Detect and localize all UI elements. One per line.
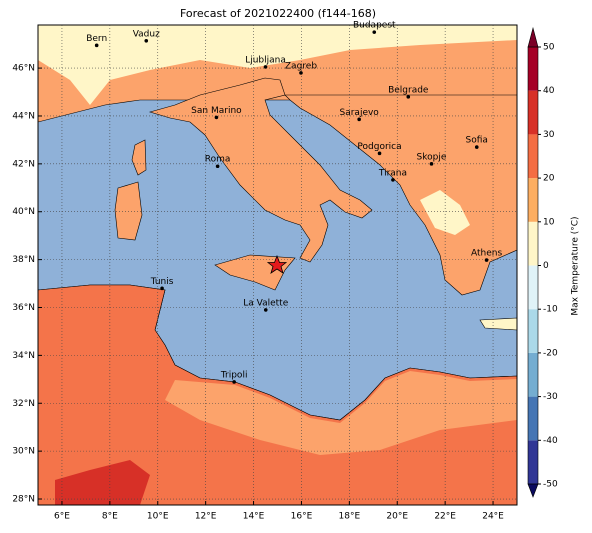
city-label: Sofia [466,136,488,146]
city-dot [215,164,220,169]
city-label: Podgorica [357,142,401,152]
city-dot [377,151,382,156]
colorbar: -50 -40 -30 -20 -10 0 10 20 30 40 50 [527,26,558,498]
colorbar-band [528,90,538,135]
y-tick-label: 36°N [12,303,35,313]
title: Forecast of 2021022400 (f144-168) [180,7,376,20]
colorbar-tick-label: 50 [543,43,555,53]
colorbar-tick-label: -50 [543,480,558,490]
city-label: Tripoli [220,370,248,380]
colorbar-tick-label: 10 [543,217,555,227]
city-label: Skopje [417,152,447,162]
colorbar-band [528,134,538,179]
city-dot [94,43,99,48]
city-dot [299,71,303,75]
colorbar-tick-label: 40 [543,86,555,96]
colorbar-band [528,221,538,266]
y-tick-label: 40°N [12,207,35,217]
colorbar-label: Max Temperature (°C) [571,216,581,315]
y-tick-label: 42°N [12,159,35,169]
x-tick-label: 22°E [434,512,456,522]
colorbar-tick-label: -30 [543,392,558,402]
colorbar-band [528,440,538,484]
city-label: Ljubljana [245,55,286,65]
city-dot [429,162,434,166]
x-tick-label: 14°E [243,512,265,522]
x-tick-label: 10°E [147,512,169,522]
city-dot [263,65,268,69]
libya-coast [165,371,517,455]
crete [479,317,517,331]
plot-frame [37,24,518,506]
colorbar-band [528,396,538,441]
star-marker [266,254,288,274]
northern-band [38,25,517,105]
colorbar-over [527,26,539,48]
city-label: Zagreb [285,61,317,71]
x-tick-label: 24°E [482,512,504,522]
colorbar-band [528,265,538,310]
colorbar-tick-label: 30 [543,130,555,140]
y-tick-label: 38°N [12,255,35,265]
y-tick-label: 44°N [12,111,35,121]
colorbar-tick-label: -10 [543,305,558,315]
colorbar-band [528,352,538,397]
city-label: Bern [86,34,107,44]
x-tick-label: 6°E [54,512,70,522]
colorbar-band [528,47,538,91]
city-label: Vaduz [133,29,160,39]
colorbar-tick-label: -40 [543,436,558,446]
city-label: San Marino [191,106,242,116]
city-label: Athens [471,249,502,259]
colorbar-tick-label: 20 [543,174,555,184]
balkans [284,94,517,296]
city-dot [372,30,377,34]
city-dot [144,39,149,43]
y-tick-label: 28°N [12,495,35,505]
hot-zone [55,460,150,505]
city-label: Budapest [353,21,396,31]
city-dot [263,308,268,312]
city-dot [474,145,479,149]
x-tick-label: 18°E [339,512,361,522]
city-dot [406,95,411,99]
city-dot [357,117,361,122]
colorbar-band [528,309,538,353]
city-dot [232,380,236,384]
city-label: Tirana [378,168,407,178]
y-tick-label: 30°N [12,447,35,457]
city-dot [214,115,219,120]
x-tick-label: 8°E [102,512,118,522]
y-tick-label: 46°N [12,64,35,74]
city-dot [484,258,489,262]
city-label: Belgrade [388,85,429,95]
city-label: La Valette [243,298,288,308]
colorbar-tick-label: -20 [543,348,558,358]
city-dot [160,286,164,291]
city-dot [391,178,395,182]
city-label: Tunis [150,277,174,287]
city-label: Roma [205,155,231,165]
city-label: Sarajevo [340,108,380,118]
colorbar-tick-label: 0 [543,261,549,271]
grid: 6°E 8°E 10°E 12°E 14°E 16°E 18°E 20°E 22°E 24°E 28… [12,25,517,522]
x-tick-label: 16°E [291,512,313,522]
x-tick-label: 20°E [386,512,408,522]
y-tick-label: 34°N [12,351,35,361]
sardinia [114,181,143,241]
corsica [131,139,147,176]
y-tick-label: 32°N [12,399,35,409]
colorbar-band [528,178,538,222]
greece-highlands [420,190,470,235]
colorbar-under [527,483,539,498]
x-tick-label: 12°E [195,512,217,522]
